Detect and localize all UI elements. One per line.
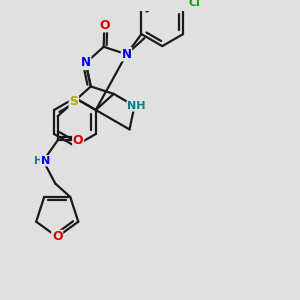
- Text: N: N: [122, 48, 131, 61]
- Text: N: N: [81, 56, 91, 69]
- Text: NH: NH: [127, 101, 146, 111]
- Text: O: O: [99, 19, 110, 32]
- Text: Cl: Cl: [189, 0, 200, 8]
- Text: O: O: [52, 230, 62, 244]
- Text: H: H: [34, 156, 43, 166]
- Text: O: O: [73, 134, 83, 147]
- Text: S: S: [69, 95, 78, 108]
- Text: N: N: [40, 156, 50, 166]
